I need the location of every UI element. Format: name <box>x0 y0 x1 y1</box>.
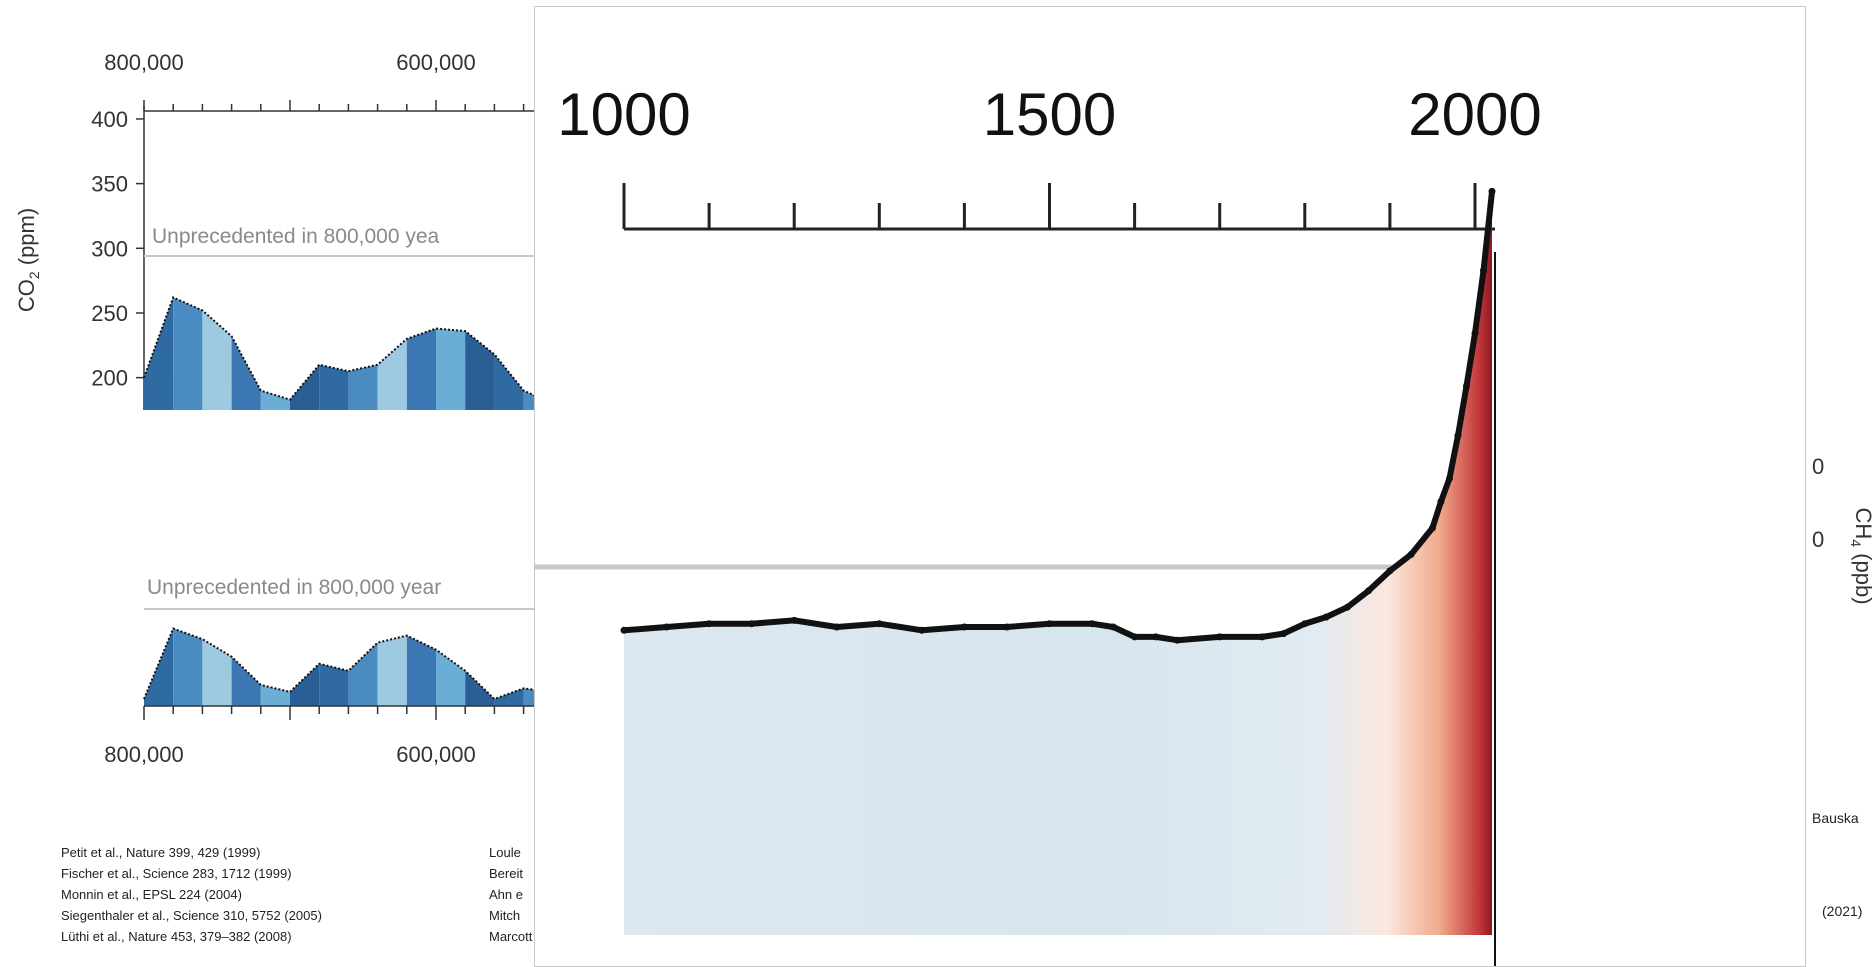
ch4-area-band <box>465 670 495 706</box>
inset-data-point <box>1301 620 1309 628</box>
reference: Siegenthaler et al., Science 310, 5752 (… <box>61 908 322 923</box>
co2-area-band <box>406 328 436 410</box>
right-fragment: (2021) <box>1822 903 1862 919</box>
inset-area-fill <box>624 191 1493 935</box>
co2-area-band <box>436 328 466 410</box>
right-fragment: 0 <box>1812 454 1824 479</box>
reference: Lüthi et al., Nature 453, 379–382 (2008) <box>61 929 292 944</box>
inset-data-point <box>1454 432 1462 440</box>
co2-y-tick-label: 250 <box>91 301 128 326</box>
co2-area-band <box>465 331 495 410</box>
co2-area-band <box>202 310 232 410</box>
inset-data-point <box>1471 329 1479 337</box>
co2-y-tick-label: 200 <box>91 366 128 391</box>
top-axis: 800,000 600,000 <box>104 50 540 112</box>
reference: Monnin et al., EPSL 224 (2004) <box>61 887 242 902</box>
ch4-area-band <box>173 628 203 706</box>
inset-data-point <box>1046 620 1053 628</box>
inset-data-point <box>1445 475 1453 482</box>
inset-data-point <box>620 626 628 634</box>
co2-y-tick-label: 400 <box>91 107 128 132</box>
right-fragment: Bauska <box>1812 810 1859 826</box>
inset-data-point <box>875 620 883 628</box>
inset-data-point <box>1088 620 1096 628</box>
bottom-axis: 800,000 600,000 <box>104 705 540 767</box>
inset-zoom-panel: 1000 1500 2000 <box>534 6 1806 967</box>
bottom-tick-label: 800,000 <box>104 742 184 767</box>
ch4-area-band <box>290 663 320 706</box>
inset-data-point <box>1462 382 1470 390</box>
ch4-area-band <box>144 628 174 706</box>
inset-data-point <box>1280 630 1288 638</box>
inset-data-point <box>1173 636 1181 644</box>
inset-data-point <box>1131 633 1139 641</box>
top-tick-label: 800,000 <box>104 50 184 75</box>
inset-x-tick-label: 1500 <box>983 81 1116 148</box>
references-left: Petit et al., Nature 399, 429 (1999) Fis… <box>61 842 322 947</box>
inset-data-point <box>918 626 926 634</box>
ch4-area-band <box>319 663 349 706</box>
reference: Mitch <box>489 908 521 923</box>
ch4-area-band <box>436 649 466 706</box>
inset-data-point <box>1216 633 1224 641</box>
top-tick-label: 600,000 <box>396 50 476 75</box>
inset-data-point <box>748 620 756 628</box>
inset-data-point <box>1386 567 1394 575</box>
co2-ylabel: CO2 (ppm) <box>14 208 42 312</box>
ch4-threshold-label: Unprecedented in 800,000 year <box>147 576 441 599</box>
inset-data-point <box>960 623 968 631</box>
right-fragment: 0 <box>1812 527 1824 552</box>
inset-chart: 1000 1500 2000 <box>535 81 1542 966</box>
reference: Ahn e <box>489 887 523 902</box>
co2-area-band <box>290 364 320 410</box>
inset-x-tick-label: 1000 <box>557 81 690 148</box>
co2-y-tick-label: 300 <box>91 236 128 261</box>
bottom-tick-label: 600,000 <box>396 742 476 767</box>
inset-data-point <box>1488 187 1496 195</box>
ch4-area-band <box>406 635 436 706</box>
ch4-area-band <box>348 642 378 706</box>
reference: Petit et al., Nature 399, 429 (1999) <box>61 845 261 860</box>
inset-data-point <box>1437 498 1445 506</box>
inset-data-point <box>1258 633 1266 641</box>
ch4-area-band <box>377 635 407 706</box>
inset-data-point <box>1109 623 1117 631</box>
inset-data-point <box>1322 613 1330 621</box>
co2-area-band <box>173 297 203 410</box>
ch4-area-line <box>143 627 963 701</box>
inset-data-point <box>705 620 713 628</box>
reference: Loule <box>489 845 521 860</box>
inset-data-point <box>663 623 671 631</box>
co2-area-band <box>494 354 524 410</box>
inset-data-point <box>833 623 841 631</box>
ch4-ylabel: CH4 (ppb) <box>1848 507 1874 604</box>
inset-data-point <box>1428 524 1436 532</box>
inset-data-point <box>1480 267 1488 275</box>
ch4-area-band <box>231 656 261 706</box>
ch4-area-band <box>202 639 232 706</box>
inset-data-point <box>790 616 798 624</box>
co2-area-band <box>319 364 349 410</box>
co2-area-band <box>377 338 407 410</box>
co2-area-band <box>260 390 290 410</box>
co2-y-tick-label: 350 <box>91 172 128 197</box>
co2-area-band <box>348 364 378 410</box>
co2-threshold-label: Unprecedented in 800,000 yea <box>152 225 440 248</box>
inset-data-point <box>1003 623 1011 631</box>
inset-data-point <box>1152 633 1160 641</box>
inset-x-tick-label: 2000 <box>1408 81 1541 148</box>
reference: Fischer et al., Science 283, 1712 (1999) <box>61 866 292 881</box>
inset-co2-line <box>623 191 1496 644</box>
co2-area-band <box>144 297 174 410</box>
inset-data-point <box>1365 587 1373 595</box>
inset-data-point <box>1343 603 1351 611</box>
co2-area-band <box>231 336 261 410</box>
inset-data-point <box>1407 550 1415 558</box>
ch4-area-band <box>494 688 524 706</box>
reference: Bereit <box>489 866 523 881</box>
